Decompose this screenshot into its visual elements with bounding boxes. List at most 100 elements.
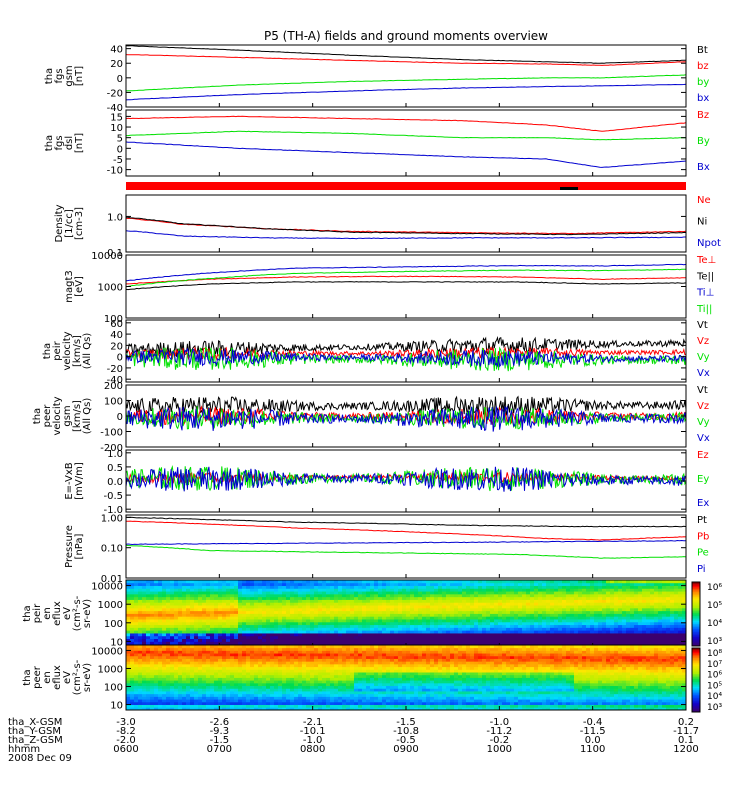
spectrogram-cell [550,596,555,600]
spectrogram-cell [230,616,235,620]
spectrogram-cell [250,680,255,684]
spectrogram-cell [302,616,307,620]
spectrogram-cell [662,624,667,628]
spectrogram-cell [202,641,207,645]
spectrogram-cell [282,655,287,659]
spectrogram-cell [270,610,275,614]
spectrogram-cell [326,696,331,700]
spectrogram-cell [142,661,147,665]
spectrogram-cell [126,627,131,631]
spectrogram-cell [494,641,499,645]
spectrogram-cell [158,682,163,687]
spectrogram-cell [546,621,551,626]
spectrogram-cell [298,627,303,631]
y-tick-label: -40 [107,375,123,386]
spectrogram-cell [422,588,427,592]
spectrogram-cell [270,593,275,598]
spectrogram-cell [230,655,235,659]
spectrogram-cell [422,585,427,589]
spectrogram-cell [278,596,283,600]
spectrogram-cell [586,633,591,637]
spectrogram-cell [414,602,419,606]
spectrogram-cell [346,588,351,592]
spectrogram-cell [226,650,231,654]
spectrogram-cell [562,630,567,634]
spectrogram-cell [682,605,687,609]
spectrogram-cell [282,704,287,708]
spectrogram-cell [402,630,407,634]
spectrogram-cell [278,580,283,584]
spectrogram-cell [654,580,659,584]
spectrogram-cell [558,593,563,598]
spectrogram-cell [550,641,555,645]
spectrogram-cell [626,630,631,634]
spectrogram-cell [298,666,303,670]
spectrogram-cell [186,607,191,612]
spectrogram-cell [354,580,359,584]
spectrogram-cell [130,605,135,609]
spectrogram-cell [206,658,211,662]
spectrogram-cell [626,602,631,606]
spectrogram-cell [494,580,499,584]
spectrogram-cell [362,605,367,609]
spectrogram-cell [414,633,419,637]
spectrogram-cell [250,661,255,665]
spectrogram-cell [510,582,515,586]
spectrogram-cell [590,613,595,617]
spectrogram-cell [194,680,199,684]
spectrogram-cell [446,641,451,645]
spectrogram-cell [290,680,295,684]
spectrogram-cell [266,638,271,642]
spectrogram-cell [582,585,587,589]
y-tick-label: -1.0 [103,505,123,516]
spectrogram-peer_en [126,645,687,711]
spectrogram-cell [222,585,227,589]
spectrogram-cell [130,704,135,708]
spectrogram-cell [550,624,555,628]
spectrogram-cell [414,624,419,628]
spectrogram-cell [374,641,379,645]
spectrogram-cell [326,621,331,626]
spectrogram-cell [614,641,619,645]
spectrogram-cell [194,599,199,603]
spectrogram-cell [346,605,351,609]
spectrogram-cell [258,701,263,705]
spectrogram-cell [322,593,327,598]
spectrogram-cell [362,638,367,642]
spectrogram-cell [322,580,327,584]
spectrogram-cell [274,685,279,689]
spectrogram-cell [466,638,471,642]
spectrogram-cell [578,580,583,584]
spectrogram-cell [302,663,307,668]
spectrogram-cell [570,607,575,612]
spectrogram-cell [162,655,167,659]
spectrogram-cell [338,610,343,614]
spectrogram-cell [262,630,267,634]
spectrogram-cell [146,633,151,637]
spectrogram-cell [346,624,351,628]
spectrogram-cell [446,619,451,623]
spectrogram-cell [458,582,463,586]
spectrogram-cell [402,605,407,609]
spectrogram-cell [498,588,503,592]
spectrogram-cell [178,619,183,623]
spectrogram-cell [470,624,475,628]
spectrogram-cell [650,630,655,634]
spectrogram-cell [134,650,139,654]
spectrogram-cell [210,669,215,673]
spectrogram-cell [310,593,315,598]
spectrogram-cell [626,624,631,628]
spectrogram-cell [326,630,331,634]
spectrogram-cell [350,610,355,614]
spectrogram-cell [194,593,199,598]
spectrogram-cell [586,580,591,584]
spectrogram-cell [178,682,183,687]
spectrogram-cell [270,669,275,673]
spectrogram-cell [174,707,179,711]
spectrogram-cell [270,691,275,695]
spectrogram-cell [278,645,283,649]
spectrogram-cell [574,605,579,609]
spectrogram-cell [482,585,487,589]
y-axis-label-peer_vel: tha peer velocity gsm [km/s] (All Qs) [32,396,93,435]
